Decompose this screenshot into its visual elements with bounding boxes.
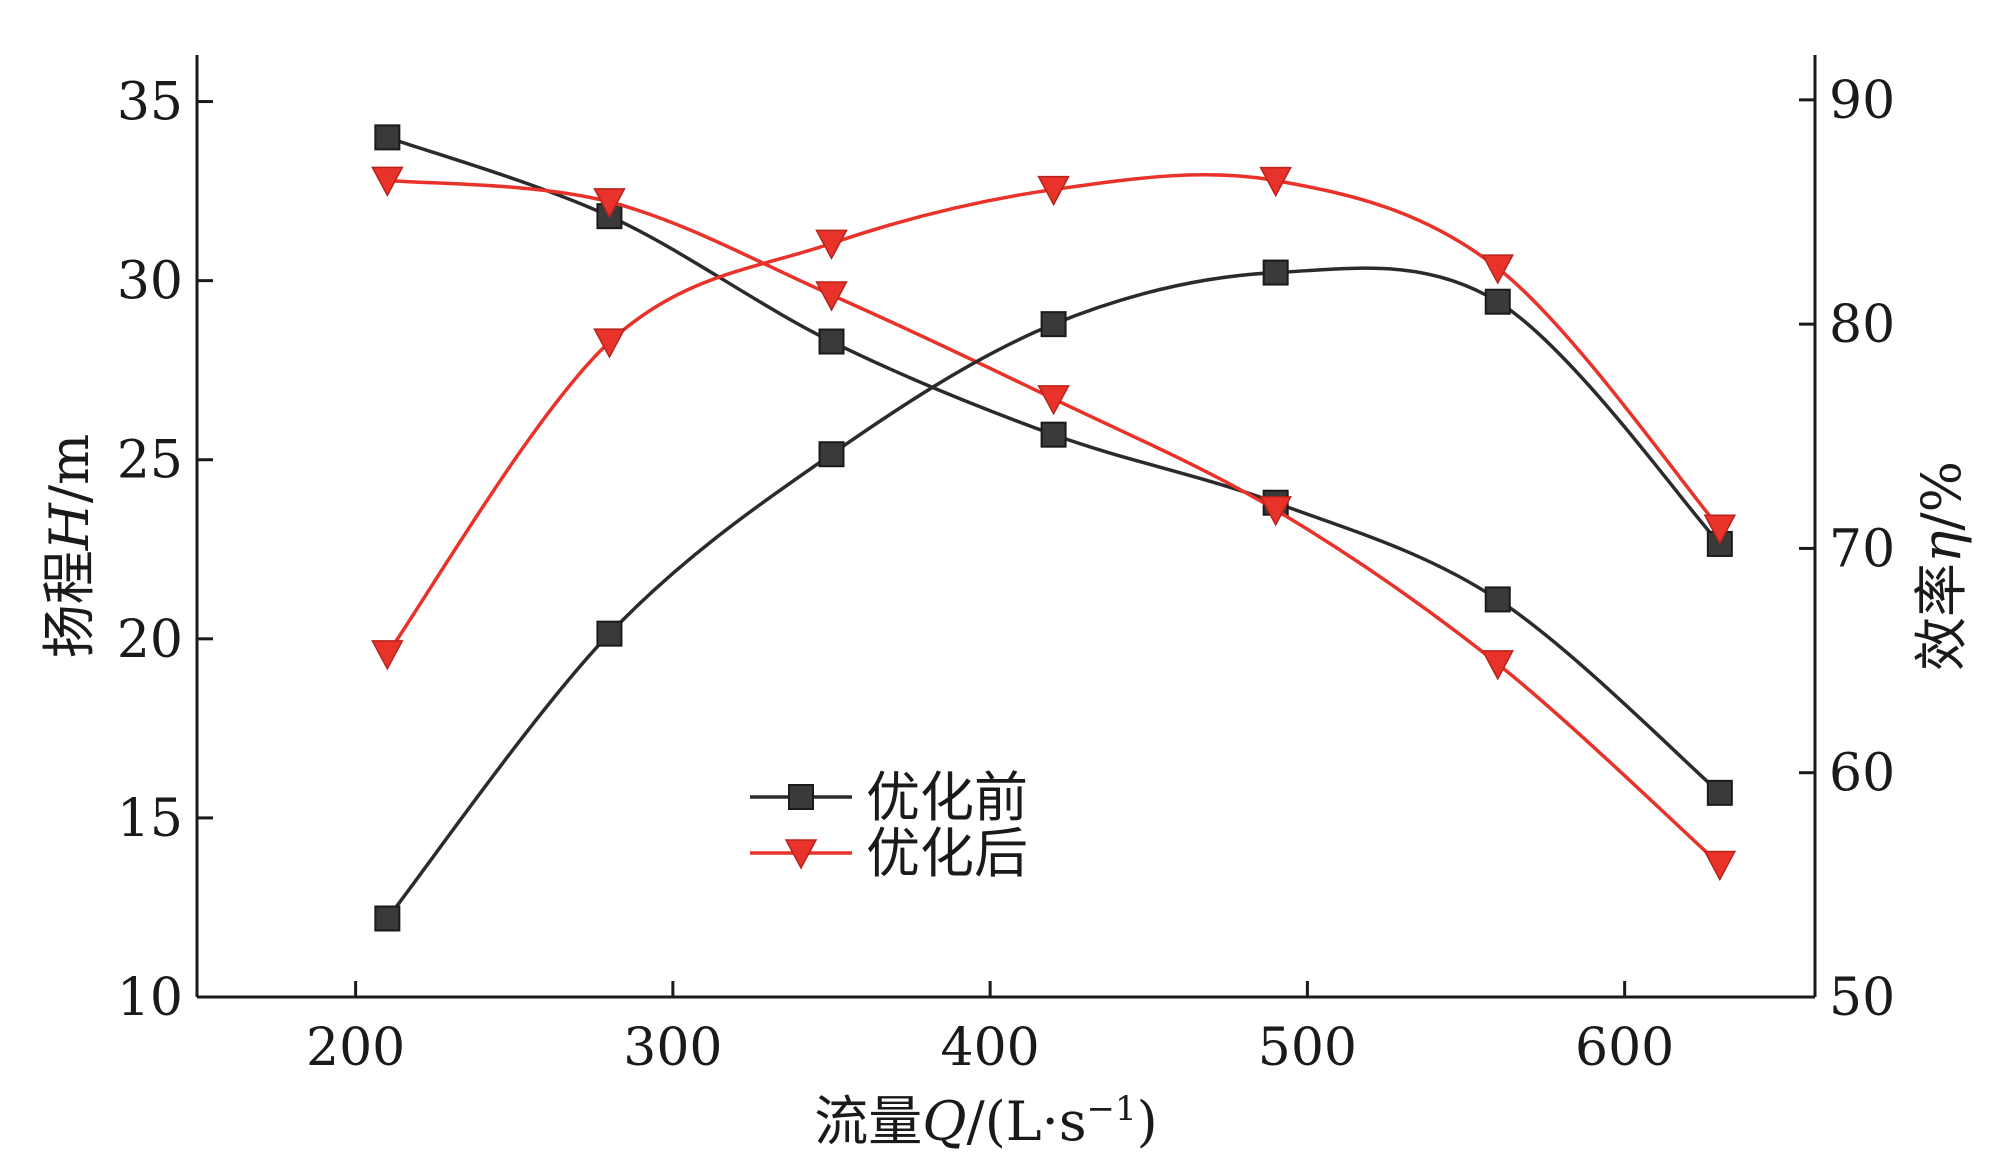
x-axis-title: 流量Q/(L·s−1) xyxy=(814,1089,1157,1153)
data-point-after-head xyxy=(1481,650,1514,681)
data-point-after-efficiency xyxy=(1481,254,1514,285)
data-point-before-efficiency xyxy=(596,620,623,647)
left-y-tick-label: 20 xyxy=(117,610,183,670)
series-line-after-head xyxy=(387,178,1721,866)
plot-area: 200 300 400 500 600 10 15 20 25 30 35 50 60 70 80 90 流量Q… xyxy=(38,55,1973,1153)
x-tick-label: 400 xyxy=(941,1018,1040,1078)
data-point-after-efficiency xyxy=(1703,514,1737,545)
data-point-after-head xyxy=(1037,385,1070,416)
data-point-before-head xyxy=(1040,421,1067,448)
data-point-after-head xyxy=(1259,496,1292,527)
left-y-tick-label: 15 xyxy=(117,789,183,849)
right-y-tick-label: 60 xyxy=(1829,744,1895,804)
right-y-tick-label: 80 xyxy=(1829,295,1895,355)
data-point-after-efficiency xyxy=(1259,166,1292,198)
left-y-tick-label: 25 xyxy=(117,431,183,491)
right-y-tick-label: 50 xyxy=(1829,968,1895,1028)
left-y-tick-label: 10 xyxy=(117,968,183,1028)
data-point-before-head xyxy=(1706,779,1733,806)
data-point-after-head xyxy=(815,281,848,312)
left-y-tick-label: 30 xyxy=(117,252,183,312)
x-tick-label: 600 xyxy=(1575,1018,1674,1078)
legend-marker xyxy=(784,839,818,870)
right-y-tick-label: 70 xyxy=(1829,519,1895,579)
data-point-before-efficiency xyxy=(818,441,845,468)
legend-marker xyxy=(788,784,814,810)
data-point-before-efficiency xyxy=(374,905,401,932)
data-point-before-efficiency xyxy=(1262,259,1289,286)
right-y-axis-title: 效率η/% xyxy=(1910,461,1973,671)
x-tick-label: 500 xyxy=(1258,1018,1357,1078)
data-point-before-efficiency xyxy=(1484,288,1511,315)
data-point-before-head xyxy=(1484,586,1511,613)
data-point-before-head xyxy=(374,124,401,151)
data-point-after-efficiency xyxy=(593,328,626,359)
data-point-after-efficiency xyxy=(371,640,404,671)
data-point-after-head xyxy=(593,188,626,219)
right-y-tick-label: 90 xyxy=(1829,71,1895,131)
data-point-after-head xyxy=(1703,850,1737,882)
data-point-before-head xyxy=(818,328,845,355)
legend-label: 优化后 xyxy=(866,822,1028,885)
left-y-axis-title: 扬程H/m xyxy=(38,434,101,659)
x-tick-label: 300 xyxy=(623,1018,722,1078)
left-y-tick-label: 35 xyxy=(117,73,183,133)
data-point-after-efficiency xyxy=(815,229,848,260)
data-point-after-efficiency xyxy=(1037,175,1070,207)
legend-label: 优化前 xyxy=(866,766,1028,829)
series-line-before-head xyxy=(386,135,1721,795)
x-tick-label: 200 xyxy=(306,1018,405,1078)
data-point-before-efficiency xyxy=(1040,311,1067,338)
data-point-after-head xyxy=(371,166,404,197)
